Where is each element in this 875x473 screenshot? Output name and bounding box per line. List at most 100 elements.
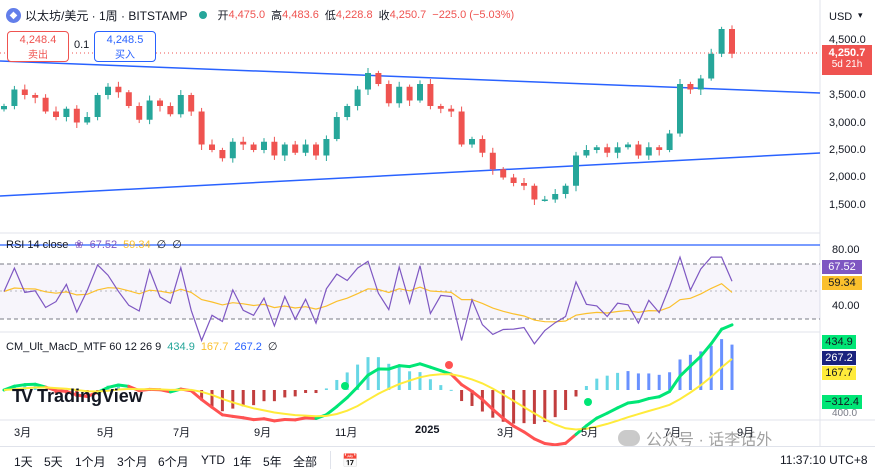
- candle-body: [677, 84, 683, 134]
- sell-button[interactable]: 4,248.4 卖出: [7, 31, 69, 62]
- tradingview-watermark[interactable]: TV TradingView: [12, 386, 143, 407]
- buy-label: 买入: [95, 46, 155, 61]
- histogram-value: 267.2: [234, 341, 262, 353]
- price-tick: 3,000.0: [829, 117, 866, 129]
- candle-body: [105, 87, 111, 95]
- range-5d[interactable]: 5天: [44, 453, 63, 470]
- macd-histogram-bar: [450, 390, 453, 391]
- macd-histogram-bar: [533, 390, 536, 424]
- macd-histogram-bar: [616, 373, 619, 390]
- indicator-settings-icon[interactable]: ❀: [74, 238, 83, 251]
- macd-histogram-bar: [429, 379, 432, 390]
- currency-selector[interactable]: USD: [829, 11, 852, 23]
- market-status-icon: [199, 11, 207, 19]
- tradingview-brand: TradingView: [37, 386, 143, 407]
- candle-body: [635, 145, 641, 156]
- candle-body: [583, 150, 589, 156]
- macd-line-segment: [222, 415, 232, 417]
- range-3m[interactable]: 3个月: [117, 453, 148, 470]
- buy-price: 4,248.5: [95, 34, 155, 46]
- macd-histogram-bar: [689, 355, 692, 390]
- range-1d[interactable]: 1天: [14, 453, 33, 470]
- rsi-tick: 40.00: [832, 300, 860, 312]
- macd-line-segment: [680, 366, 690, 376]
- macd-line-segment: [711, 329, 721, 343]
- rsi-legend[interactable]: RSI 14 close ❀ 67.52 59.34 ∅ ∅: [6, 238, 182, 251]
- macd-histogram-bar: [585, 386, 588, 390]
- macd-line-segment: [410, 364, 420, 367]
- chevron-down-icon[interactable]: ▾: [858, 10, 863, 21]
- candle-body: [84, 117, 90, 123]
- macd-line-segment: [274, 419, 284, 420]
- macd-line-segment: [618, 403, 628, 408]
- range-1m[interactable]: 1个月: [75, 453, 106, 470]
- candle-body: [500, 169, 506, 177]
- macd-cross-up-marker: [341, 382, 349, 390]
- macd-tick: 400.0: [832, 408, 857, 419]
- bottom-toolbar: 1天 5天 1个月 3个月 6个月 YTD 1年 5年 全部 📅 11:37:1…: [0, 446, 875, 473]
- range-5y[interactable]: 5年: [263, 453, 282, 470]
- macd-line-segment: [243, 418, 253, 420]
- candle-body: [375, 73, 381, 84]
- range-all[interactable]: 全部: [293, 453, 317, 470]
- lower-trendline[interactable]: [0, 153, 820, 196]
- range-6m[interactable]: 6个月: [158, 453, 189, 470]
- macd-line-segment: [368, 369, 378, 375]
- macd-line-segment: [399, 366, 409, 367]
- time-tick: 7月: [173, 424, 190, 440]
- macd-legend[interactable]: CM_Ult_MacD_MTF 60 12 26 9 434.9 167.7 2…: [6, 340, 277, 353]
- candle-body: [396, 87, 402, 104]
- candle-body: [157, 101, 163, 107]
- candle-body: [344, 106, 350, 117]
- macd-histogram-bar: [606, 376, 609, 390]
- candle-body: [542, 200, 548, 202]
- rsi-tick: 80.00: [832, 244, 860, 256]
- low-value: 4,228.8: [336, 9, 373, 21]
- change-value: −225.0 (−5.03%): [432, 9, 514, 21]
- candle-body: [448, 109, 454, 112]
- price-chart[interactable]: [0, 0, 875, 446]
- candle-body: [459, 112, 465, 145]
- high-label: 高: [271, 7, 282, 23]
- candle-body: [511, 178, 517, 184]
- candle-body: [282, 145, 288, 156]
- candle-body: [417, 84, 423, 101]
- signal-value: 167.7: [201, 341, 229, 353]
- close-label: 收: [379, 7, 390, 23]
- macd-line-segment: [295, 418, 305, 420]
- candle-body: [292, 145, 298, 153]
- macd-line-segment: [701, 344, 711, 357]
- candle-body: [334, 117, 340, 139]
- candle-body: [53, 112, 59, 118]
- macd-line-segment: [638, 399, 648, 402]
- range-1y[interactable]: 1年: [233, 453, 252, 470]
- time-tick: 5月: [97, 424, 114, 440]
- symbol-legend: ◆ 以太坊/美元 · 1周 · BITSTAMP 开 4,475.0 高 4,4…: [6, 4, 514, 26]
- candle-body: [615, 147, 621, 153]
- calendar-range-icon[interactable]: 📅: [342, 453, 358, 469]
- macd-line-segment: [534, 439, 544, 444]
- macd-histogram-bar: [335, 380, 338, 390]
- buy-button[interactable]: 4,248.5 买入: [94, 31, 156, 62]
- candle-body: [698, 79, 704, 90]
- macd-line-segment: [462, 385, 472, 392]
- macd-line-segment: [628, 402, 638, 403]
- candle-body: [43, 98, 49, 112]
- candle-body: [719, 29, 725, 54]
- macd-line-segment: [430, 367, 440, 370]
- macd-histogram-bar: [658, 375, 661, 390]
- candle-body: [1, 106, 7, 109]
- candle-body: [323, 139, 329, 156]
- time-tick: 9月: [254, 424, 271, 440]
- symbol-title[interactable]: 以太坊/美元 · 1周 · BITSTAMP: [25, 7, 187, 24]
- macd-line-segment: [722, 325, 732, 329]
- macd-histogram-bar: [491, 390, 494, 418]
- candle-body: [469, 139, 475, 145]
- range-ytd[interactable]: YTD: [201, 453, 225, 467]
- candle-body: [646, 147, 652, 155]
- macd-histogram-bar: [554, 390, 557, 417]
- macd-line-segment: [306, 418, 316, 419]
- clock-timezone[interactable]: 11:37:10 UTC+8: [780, 453, 868, 467]
- macd-line-segment: [659, 391, 669, 396]
